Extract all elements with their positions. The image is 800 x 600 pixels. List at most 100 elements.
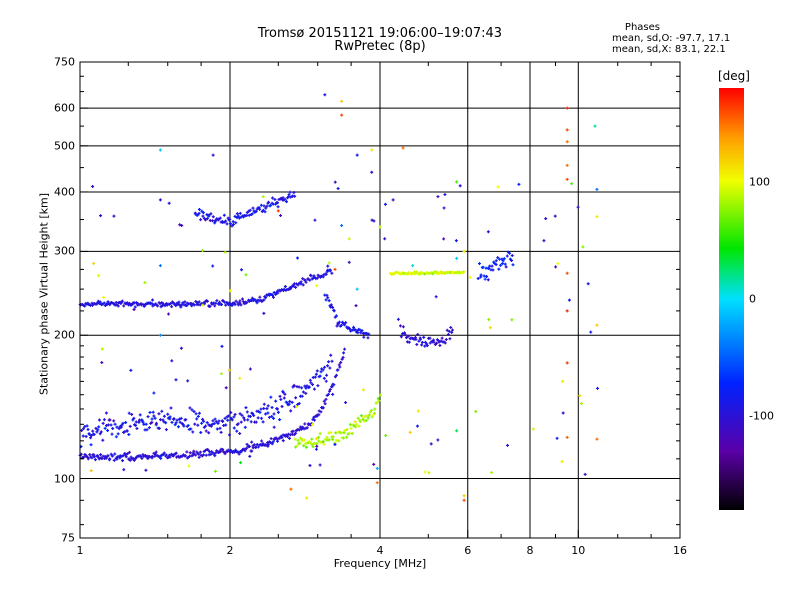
data-point	[188, 451, 192, 455]
data-point	[299, 280, 303, 284]
data-point	[371, 414, 375, 418]
data-point	[261, 195, 265, 199]
data-point	[310, 443, 314, 447]
data-point	[87, 432, 91, 436]
data-point	[124, 420, 128, 424]
data-point	[151, 410, 155, 414]
data-point	[102, 295, 106, 299]
data-point	[185, 450, 189, 454]
data-point	[234, 299, 238, 303]
data-point	[182, 424, 186, 428]
data-point	[318, 374, 322, 378]
data-point	[486, 230, 490, 234]
data-point	[97, 425, 101, 429]
data-point	[224, 423, 228, 427]
axis-ticks	[79, 61, 744, 539]
data-point	[226, 418, 230, 422]
colorbar	[719, 88, 744, 510]
data-point	[267, 200, 271, 204]
data-point	[282, 287, 286, 291]
data-point	[324, 379, 328, 383]
data-point	[132, 458, 136, 462]
data-point	[367, 413, 371, 417]
data-point	[201, 303, 205, 307]
data-point	[219, 430, 223, 434]
data-point	[113, 422, 117, 426]
data-point	[370, 218, 374, 222]
data-point	[301, 277, 305, 281]
data-point	[369, 408, 373, 412]
data-point	[429, 442, 433, 446]
data-point	[138, 413, 142, 417]
data-point	[362, 335, 366, 339]
data-point	[294, 431, 298, 435]
data-point	[517, 182, 521, 186]
data-point	[190, 408, 194, 412]
data-point	[287, 402, 291, 406]
data-point	[150, 420, 154, 424]
data-point	[188, 406, 192, 410]
data-point	[140, 456, 144, 460]
data-point	[170, 420, 174, 424]
data-point	[169, 406, 173, 410]
data-point	[130, 412, 134, 416]
data-point	[201, 249, 205, 253]
data-point	[423, 340, 427, 344]
data-point	[336, 368, 340, 372]
data-point	[236, 422, 240, 426]
data-point	[166, 412, 170, 416]
data-point	[328, 269, 332, 273]
data-point	[331, 438, 335, 442]
data-point	[197, 452, 201, 456]
data-point	[86, 427, 90, 431]
data-point	[271, 293, 275, 297]
data-point	[372, 219, 376, 223]
data-point	[254, 420, 258, 424]
data-point	[309, 381, 313, 385]
data-point	[100, 347, 104, 351]
data-point	[219, 372, 223, 376]
data-point	[110, 432, 114, 436]
data-point	[269, 395, 273, 399]
data-point	[279, 214, 283, 218]
data-point	[372, 462, 376, 466]
data-point	[494, 263, 498, 267]
data-point	[142, 304, 146, 308]
data-point	[204, 429, 208, 433]
data-point	[232, 426, 236, 430]
data-point	[269, 203, 273, 207]
data-point	[271, 440, 275, 444]
data-point	[561, 411, 565, 415]
data-point	[304, 445, 308, 449]
data-point	[88, 453, 92, 457]
data-point	[204, 424, 208, 428]
data-point	[301, 283, 305, 287]
data-point	[141, 453, 145, 457]
data-point	[327, 299, 331, 303]
data-point	[420, 343, 424, 347]
data-point	[164, 428, 168, 432]
data-point	[302, 444, 306, 448]
data-point	[197, 207, 201, 211]
data-point	[270, 442, 274, 446]
data-point	[116, 432, 120, 436]
data-point	[510, 259, 514, 263]
data-point	[458, 184, 462, 188]
data-point	[285, 200, 289, 204]
data-point	[300, 439, 304, 443]
data-point	[85, 424, 89, 428]
data-point	[468, 275, 472, 279]
data-point	[576, 205, 580, 209]
data-point	[259, 407, 263, 411]
data-point	[271, 295, 275, 299]
data-point	[425, 344, 429, 348]
data-point	[212, 452, 216, 456]
data-point	[262, 298, 266, 302]
data-point	[565, 271, 569, 275]
data-point	[418, 272, 422, 276]
data-point	[92, 302, 96, 306]
data-point	[579, 402, 583, 406]
data-point	[281, 196, 285, 200]
data-point	[167, 312, 171, 316]
data-point	[358, 419, 362, 423]
